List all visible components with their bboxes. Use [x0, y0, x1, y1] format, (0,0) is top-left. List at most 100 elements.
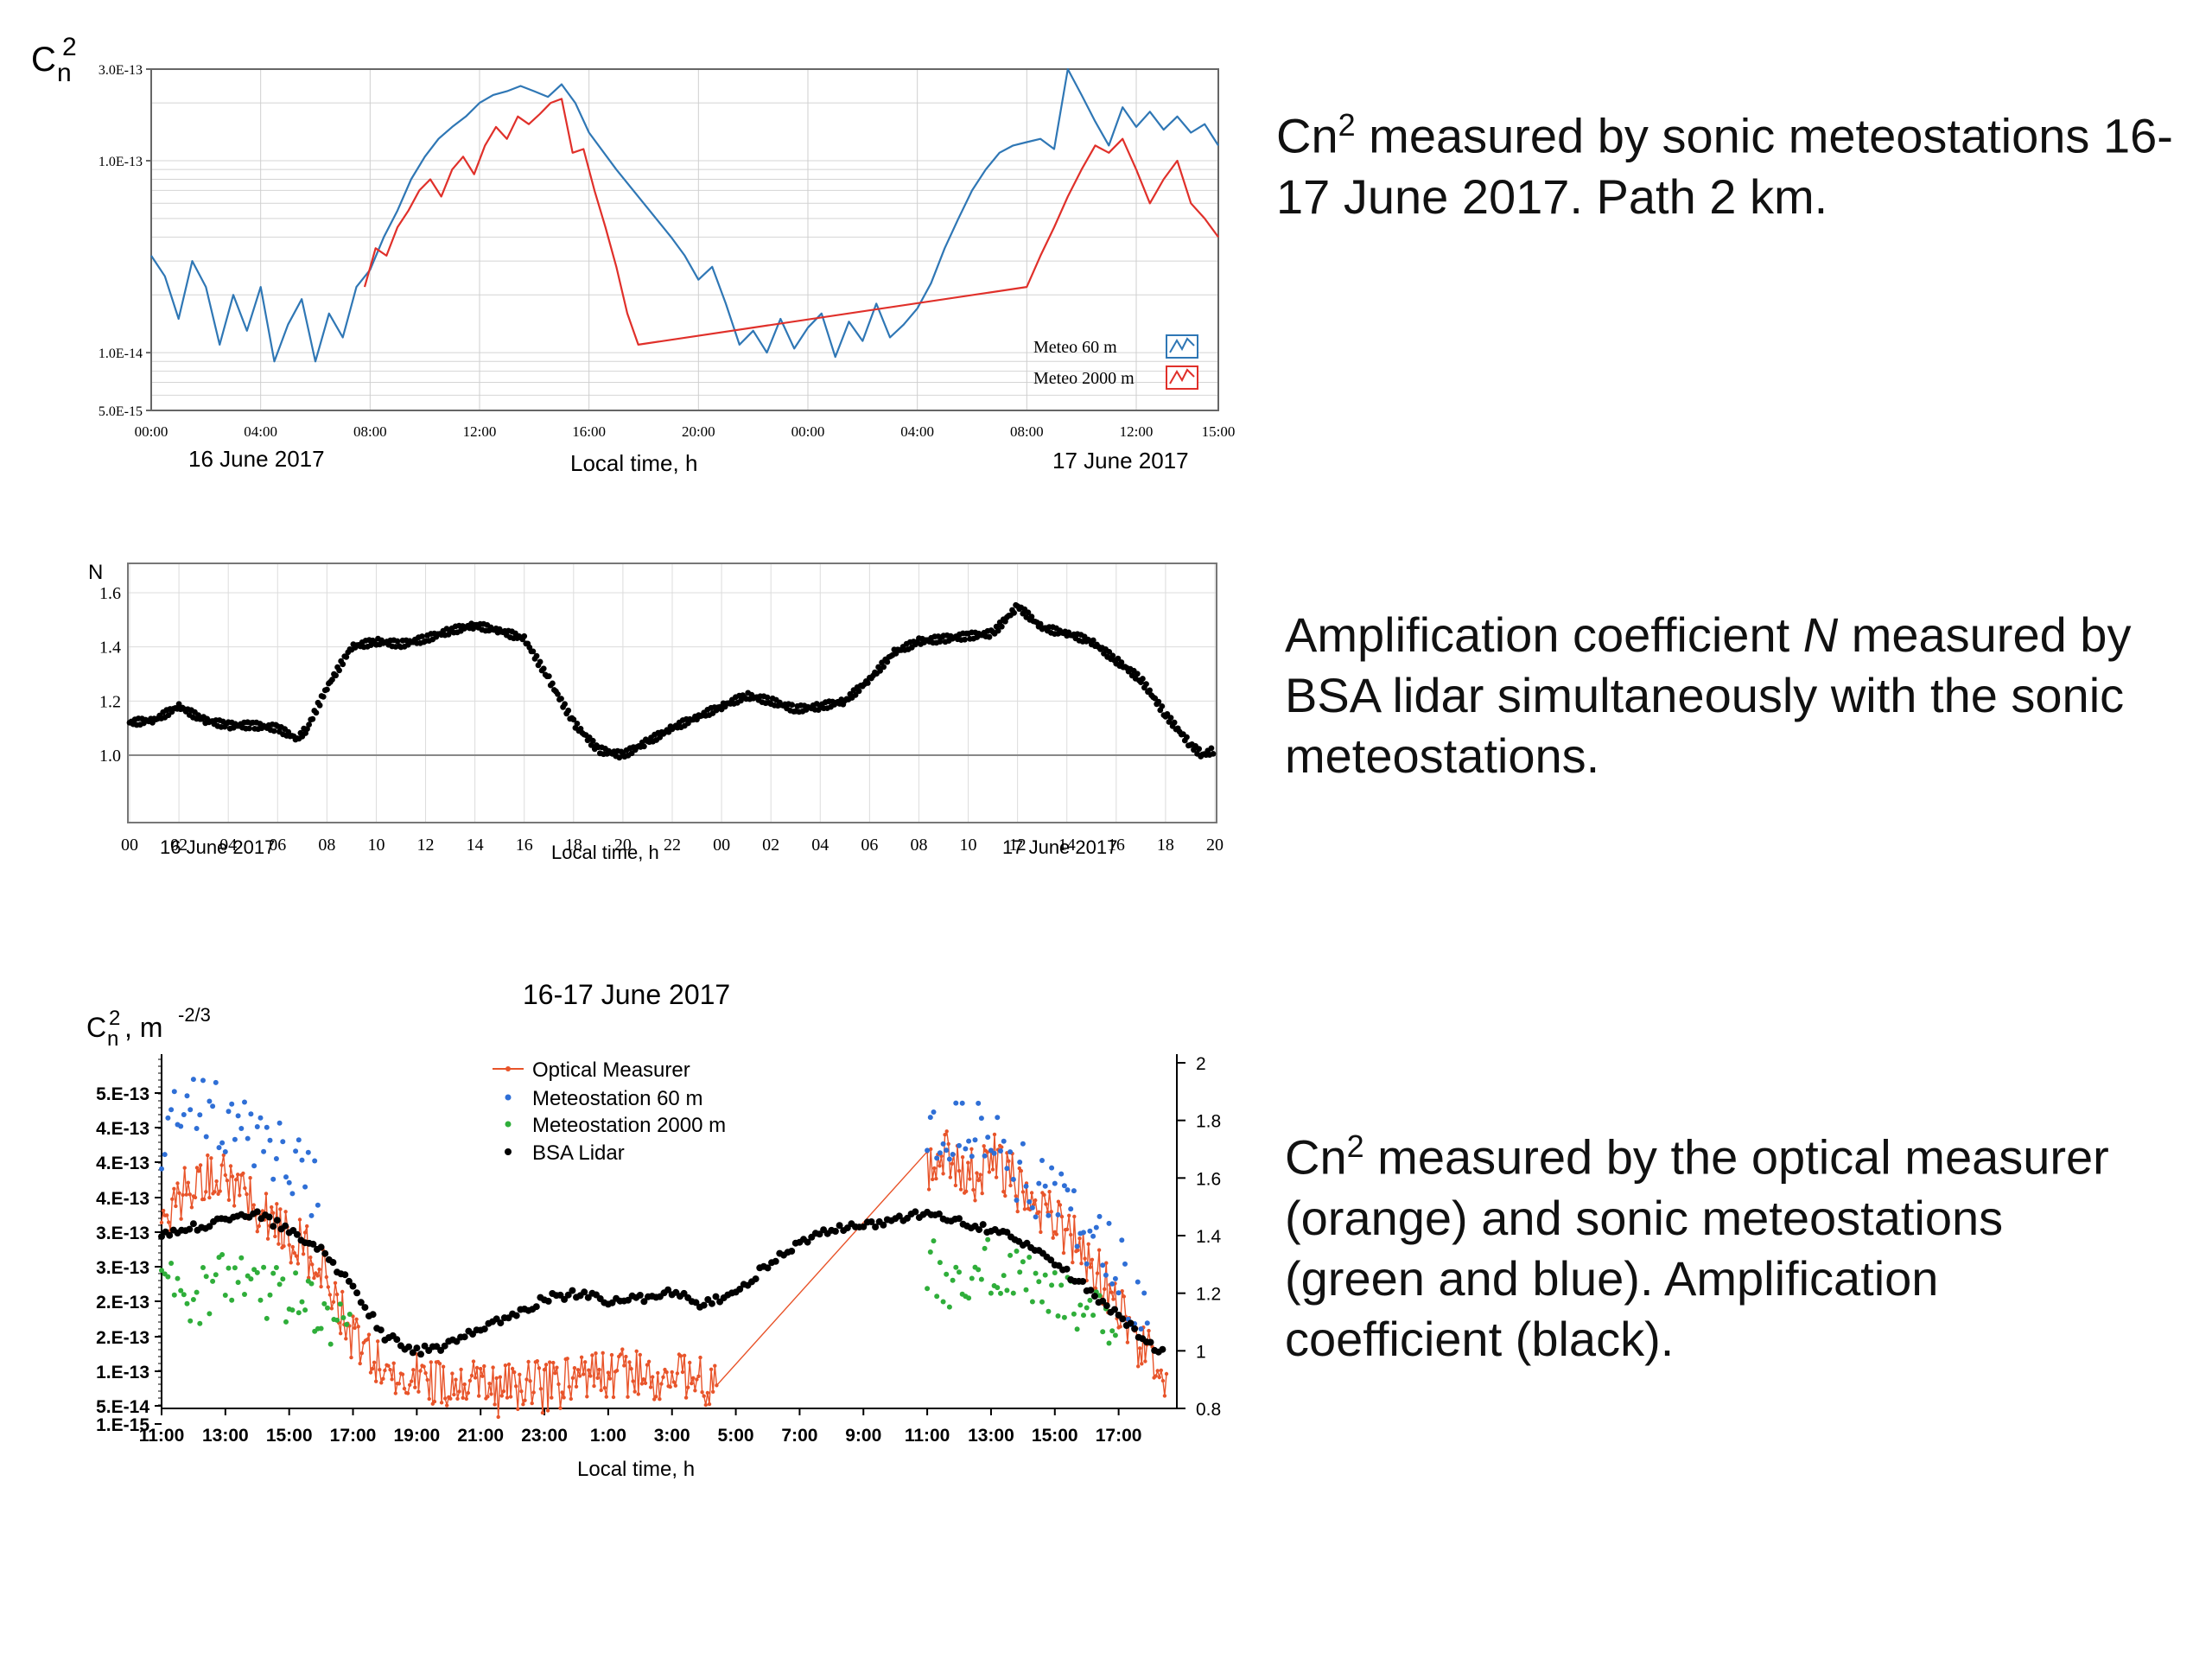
chart3-point-optical	[334, 1292, 340, 1297]
chart3-point-meteo60	[222, 1149, 228, 1154]
chart3-point-meteo2000	[296, 1310, 302, 1316]
chart3-point-optical	[958, 1187, 963, 1192]
chart1-xtick-label: 12:00	[1120, 423, 1154, 440]
chart2-point	[246, 725, 252, 732]
chart3-point-meteo60	[959, 1100, 965, 1106]
chart3-point-optical	[282, 1244, 286, 1249]
chart3-point-optical	[508, 1395, 513, 1399]
chart3-point-meteo60	[1039, 1158, 1045, 1163]
chart3-point-optical	[1059, 1214, 1065, 1219]
chart3-point-lidar	[532, 1303, 540, 1311]
chart3-point-optical	[1042, 1192, 1046, 1198]
chart3-point-optical	[614, 1369, 620, 1373]
chart3-point-optical	[656, 1370, 660, 1376]
chart1-legend-swatch-1	[1166, 365, 1198, 390]
chart3-point-optical	[233, 1178, 238, 1182]
chart3-point-optical	[310, 1262, 315, 1267]
chart3-point-optical	[340, 1289, 345, 1294]
chart2-point	[324, 686, 330, 693]
chart3-point-optical	[305, 1224, 309, 1229]
chart3-point-lidar	[1079, 1278, 1087, 1285]
chart3-ytick-right-label: 1.8	[1196, 1112, 1221, 1132]
chart3-point-meteo2000	[1027, 1255, 1033, 1260]
chart3-point-optical	[512, 1370, 517, 1375]
chart3-ytick-left-label: 2.E-13	[96, 1293, 149, 1313]
chart3-point-meteo2000	[222, 1293, 228, 1298]
chart2-point	[340, 661, 346, 668]
chart2-xtick-label: 22	[664, 836, 681, 855]
chart3-point-meteo60	[1055, 1211, 1061, 1217]
chart3-point-lidar	[1131, 1325, 1139, 1332]
chart2-point	[521, 632, 528, 639]
chart3-point-optical	[469, 1373, 474, 1378]
chart3-xtick-label: 13:00	[202, 1426, 249, 1446]
chart3-point-meteo2000	[1039, 1299, 1045, 1305]
chart3-point-optical	[349, 1355, 353, 1360]
chart3-point-meteo2000	[937, 1260, 943, 1266]
chart3-point-optical	[486, 1395, 490, 1399]
chart3-point-optical	[975, 1171, 979, 1175]
chart3-point-lidar	[421, 1342, 429, 1350]
chart2-date-right: 17 June 2017	[1002, 836, 1117, 858]
chart3-point-optical	[339, 1332, 343, 1336]
chart3-ytick-left-label: 4.E-13	[96, 1119, 149, 1139]
chart3-point-meteo2000	[957, 1269, 962, 1275]
chart3-point-optical	[673, 1383, 677, 1388]
chart3-point-lidar	[329, 1259, 337, 1266]
chart1-ytick-label: 3.0E-13	[99, 63, 143, 78]
chart3-point-lidar	[309, 1240, 317, 1248]
chart3-point-optical	[238, 1193, 242, 1198]
chart3-point-optical	[1061, 1250, 1066, 1255]
chart2-point	[530, 648, 537, 655]
chart3-point-optical	[329, 1306, 334, 1311]
chart3-point-optical	[1154, 1374, 1158, 1378]
chart3-point-meteo60	[1138, 1326, 1144, 1332]
chart3-point-optical	[1109, 1290, 1114, 1294]
chart3-point-optical	[709, 1367, 714, 1371]
chart3-point-meteo2000	[261, 1264, 267, 1270]
chart3-point-optical	[1067, 1213, 1071, 1217]
chart2-ytick-label: 1.4	[99, 639, 121, 658]
chart3-point-optical	[209, 1156, 213, 1160]
chart3-point-optical	[1164, 1371, 1169, 1376]
chart2-point	[419, 633, 425, 639]
chart2-xtick-label: 02	[762, 836, 779, 855]
chart3-point-optical	[344, 1337, 348, 1341]
chart3-point-meteo60	[1071, 1188, 1077, 1194]
chart3-point-optical	[1138, 1346, 1142, 1351]
chart2-point	[1196, 746, 1202, 753]
chart3-point-lidar	[1111, 1306, 1118, 1313]
chart-cn2-sonic: C 2 n 3.0E-13 1.0E-13 1.0E-14 5.0E-15 00:00…	[31, 33, 1235, 476]
chart3-ytick-right-label: 1.2	[1196, 1285, 1221, 1305]
chart3-point-optical	[700, 1390, 704, 1395]
chart3-point-optical	[159, 1220, 164, 1225]
chart3-point-optical	[379, 1381, 384, 1385]
chart3-point-meteo2000	[213, 1272, 219, 1278]
chart3-point-meteo60	[1007, 1149, 1014, 1155]
chart2-point	[309, 715, 316, 722]
chart3-point-meteo2000	[168, 1261, 175, 1266]
chart3-point-optical	[319, 1284, 323, 1289]
chart2-point	[1090, 637, 1096, 644]
chart3-point-meteo60	[1116, 1290, 1122, 1296]
chart2-point	[589, 737, 596, 744]
chart3-point-optical	[445, 1403, 449, 1408]
chart3-point-lidar	[480, 1325, 488, 1333]
chart1-ytick-label: 5.0E-15	[99, 404, 143, 419]
chart3-point-optical	[570, 1376, 575, 1380]
chart3-point-optical	[693, 1389, 697, 1393]
chart3-point-meteo60	[1049, 1165, 1055, 1171]
chart3-point-meteo2000	[257, 1297, 264, 1303]
chart3-point-optical	[599, 1388, 603, 1393]
chart3-point-optical	[1086, 1242, 1090, 1246]
chart3-point-optical	[174, 1204, 178, 1209]
chart3-point-optical	[1160, 1378, 1166, 1383]
chart3-point-meteo60	[299, 1157, 305, 1163]
chart2-point	[855, 688, 862, 695]
chart3-point-optical	[1143, 1359, 1147, 1363]
chart3-point-optical	[165, 1213, 169, 1217]
chart3-point-optical	[583, 1360, 588, 1364]
chart1-legend-label-0: Meteo 60 m	[1033, 338, 1117, 357]
chart3-point-optical	[1076, 1248, 1080, 1253]
chart3-point-optical	[980, 1191, 984, 1196]
